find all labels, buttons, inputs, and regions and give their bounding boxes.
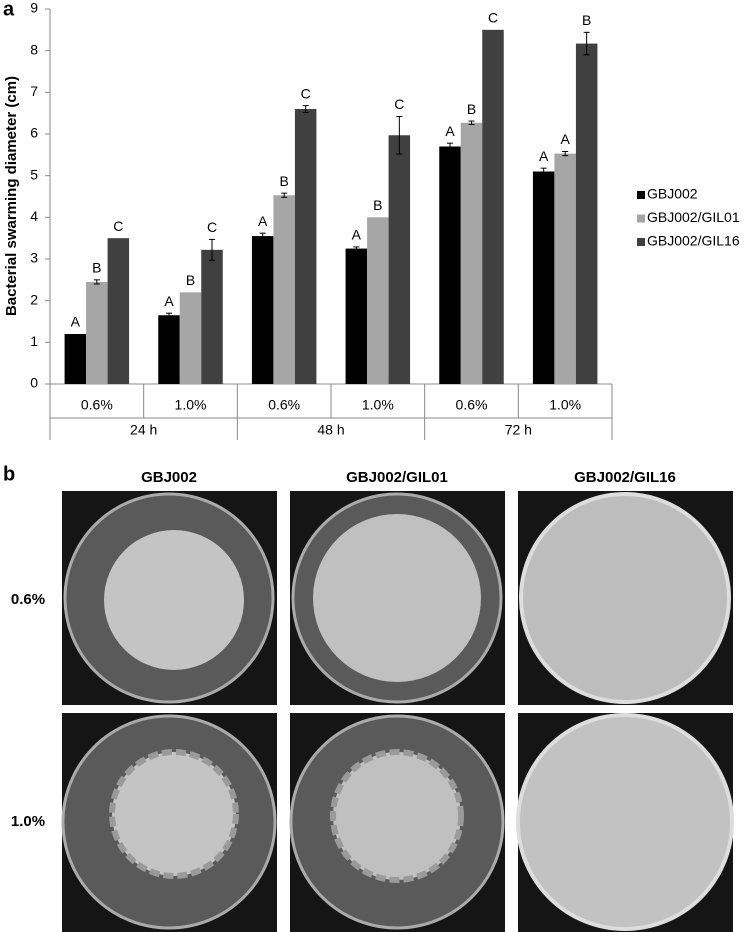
x-tick-label: 0.6% [81,397,113,413]
bar [86,281,108,384]
photos [61,491,734,932]
bar [575,43,598,384]
bar [439,146,461,384]
significance-letter: A [352,227,362,243]
significance-letter: A [560,131,570,147]
significance-letter: C [488,10,498,26]
row-label: 0.6% [11,591,45,608]
bar [107,238,130,384]
bar [251,236,274,384]
colony [313,514,481,682]
dish [519,492,731,704]
group-label: 72 h [505,422,532,438]
column-header: GBJ002/GIL01 [346,469,448,486]
legend-swatch [637,191,645,199]
bar [64,334,87,384]
bar [460,122,483,384]
significance-letter: C [113,218,123,234]
y-tick-label: 3 [30,250,38,266]
legend-swatch [637,238,645,246]
colony [109,749,239,879]
y-tick-label: 0 [30,375,38,391]
significance-letter: A [71,314,81,330]
significance-letter: C [301,85,311,101]
bar [532,171,555,384]
y-tick-label: 8 [30,41,38,57]
bar [554,153,576,384]
significance-letter: A [445,123,455,139]
significance-letter: B [582,12,591,28]
x-tick-label: 1.0% [362,397,394,413]
group-label: 24 h [130,422,157,438]
significance-letter: A [164,293,174,309]
x-tick-label: 0.6% [268,397,300,413]
legend-label: GBJ002 [647,186,698,202]
bar [482,29,504,384]
y-tick-label: 5 [30,166,38,182]
dish [516,713,734,931]
y-tick-label: 1 [30,333,38,349]
x-tick-label: 1.0% [549,397,581,413]
y-tick-label: 4 [30,208,38,224]
bar [179,292,202,384]
y-tick-label: 9 [30,0,38,16]
legend-swatch [637,214,645,223]
colony [104,530,244,670]
row-label: 1.0% [11,813,45,830]
panel-label: a [3,0,15,20]
group-label: 48 h [317,422,344,438]
significance-letter: A [258,213,268,229]
legend-label: GBJ002/GIL01 [647,209,740,225]
column-header: GBJ002 [141,469,197,486]
significance-letter: B [279,173,288,189]
panel-label: b [3,463,15,485]
significance-letter: B [92,260,101,276]
bar [367,217,389,384]
bar [388,135,411,384]
significance-letter: C [207,219,217,235]
bar [158,315,180,384]
significance-letter: B [186,272,195,288]
y-tick-label: 6 [30,125,38,141]
significance-letter: B [373,197,382,213]
significance-letter: C [394,96,404,112]
y-tick-label: 2 [30,291,38,307]
column-header: GBJ002/GIL16 [574,469,676,486]
bar [345,248,368,384]
legend-label: GBJ002/GIL16 [647,233,740,249]
colony [330,749,464,883]
bar [294,109,317,384]
bar [201,249,223,384]
significance-letter: B [467,101,476,117]
x-tick-label: 1.0% [175,397,207,413]
x-tick-label: 0.6% [456,397,488,413]
y-axis-title: Bacterial swarming diameter (cm) [3,76,20,316]
bar [273,195,295,384]
significance-letter: A [539,148,549,164]
y-tick-label: 7 [30,83,38,99]
